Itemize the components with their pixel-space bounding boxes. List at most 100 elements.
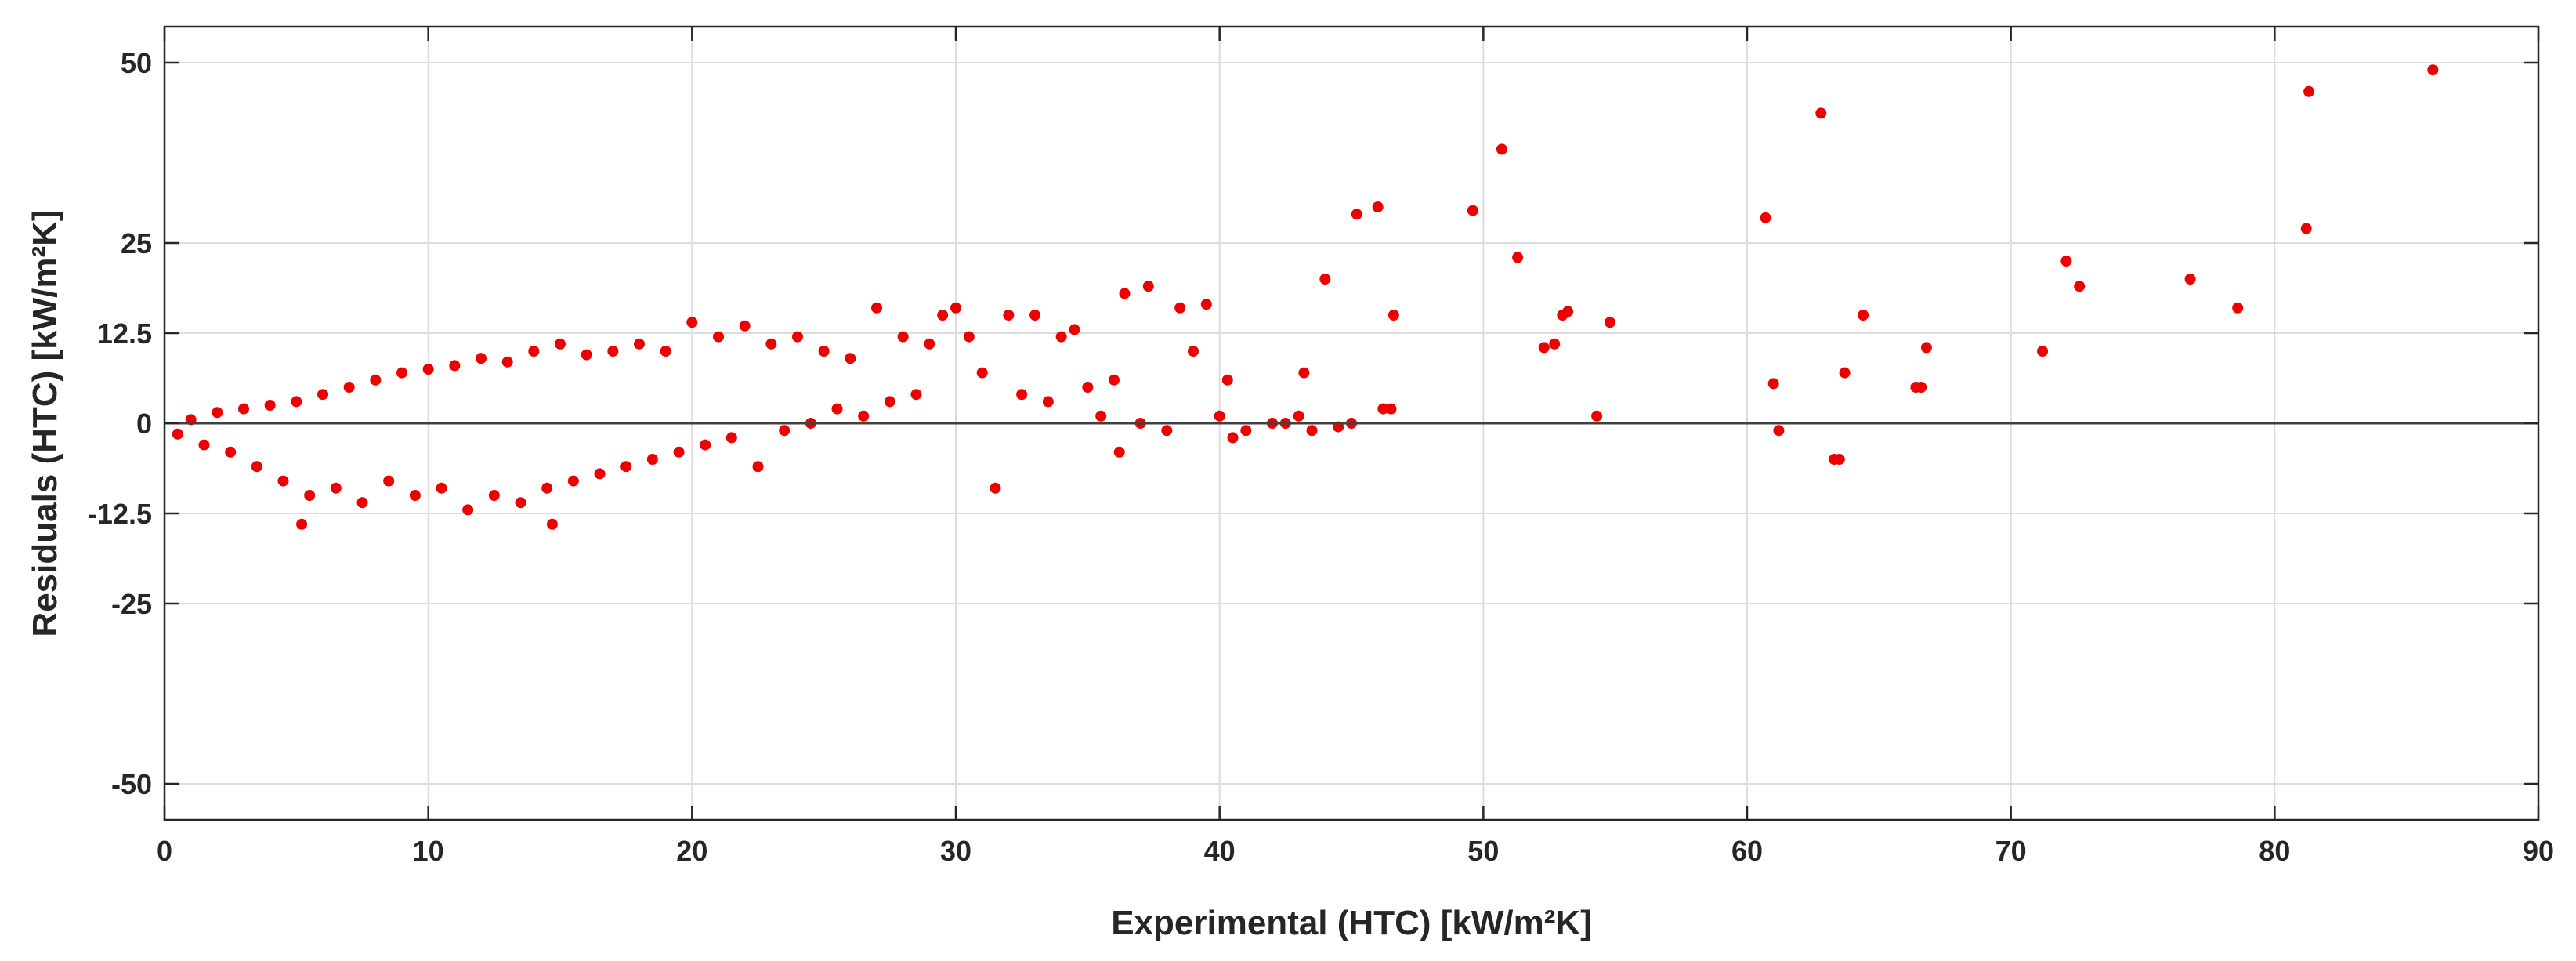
- data-point-84: [1227, 432, 1239, 444]
- data-point-99: [1467, 205, 1478, 216]
- data-point-101: [1512, 252, 1524, 263]
- data-point-123: [2232, 302, 2244, 314]
- data-point-12: [317, 389, 328, 401]
- data-point-103: [1549, 338, 1561, 350]
- data-point-32: [567, 475, 579, 487]
- tick-marks: [163, 27, 2540, 820]
- data-point-73: [1109, 374, 1120, 386]
- data-point-115: [1858, 310, 1869, 321]
- data-point-54: [858, 410, 870, 422]
- x-tick-label-0: 0: [157, 835, 172, 867]
- x-tick-label-8: 80: [2259, 835, 2290, 867]
- data-point-17: [383, 475, 395, 487]
- data-point-90: [1306, 425, 1318, 437]
- data-point-7: [264, 400, 276, 411]
- data-point-19: [409, 490, 421, 501]
- data-point-67: [1029, 310, 1040, 321]
- data-point-70: [1069, 324, 1080, 335]
- data-point-81: [1200, 299, 1212, 310]
- data-point-55: [871, 302, 882, 314]
- data-point-91: [1319, 274, 1331, 285]
- data-points: [172, 64, 2439, 530]
- data-point-88: [1293, 410, 1304, 422]
- data-point-20: [422, 364, 434, 375]
- y-tick-labels: -50 -25 -12.5 0 12.5 25 50: [88, 47, 152, 800]
- x-tick-label-2: 20: [676, 835, 707, 867]
- data-point-83: [1221, 374, 1233, 386]
- y-tick-label-6: 50: [121, 47, 152, 79]
- data-point-44: [725, 432, 737, 444]
- data-point-110: [1773, 425, 1785, 437]
- data-point-71: [1082, 382, 1094, 393]
- data-point-14: [343, 382, 355, 393]
- data-point-21: [436, 482, 447, 494]
- data-point-25: [488, 490, 500, 501]
- data-point-105: [1562, 306, 1574, 317]
- x-tick-label-9: 90: [2523, 835, 2554, 867]
- data-point-6: [251, 461, 262, 473]
- data-point-109: [1767, 378, 1779, 390]
- data-point-82: [1214, 410, 1225, 422]
- y-tick-label-3: 0: [136, 408, 152, 440]
- data-point-97: [1385, 403, 1397, 415]
- y-tick-label-1: -25: [111, 588, 152, 620]
- data-point-108: [1760, 212, 1771, 223]
- x-tick-label-4: 40: [1204, 835, 1236, 867]
- data-point-89: [1298, 367, 1310, 379]
- data-point-66: [1016, 389, 1028, 401]
- data-point-9: [291, 396, 302, 408]
- data-point-72: [1095, 410, 1107, 422]
- y-tick-label-4: 12.5: [97, 317, 152, 350]
- data-point-45: [739, 320, 751, 332]
- data-point-57: [897, 331, 909, 343]
- data-point-15: [356, 497, 368, 509]
- data-point-35: [607, 346, 619, 357]
- data-point-117: [1916, 382, 1927, 393]
- data-point-43: [713, 331, 724, 343]
- data-point-62: [963, 331, 975, 343]
- data-point-80: [1188, 346, 1199, 357]
- data-point-2: [198, 439, 210, 451]
- data-point-85: [1240, 425, 1252, 437]
- x-tick-label-1: 10: [413, 835, 444, 867]
- data-point-69: [1055, 331, 1067, 343]
- data-point-65: [1003, 310, 1015, 321]
- data-point-23: [462, 504, 474, 516]
- y-tick-label-0: -50: [111, 768, 152, 800]
- x-tick-label-7: 70: [1995, 835, 2027, 867]
- data-point-64: [990, 482, 1001, 494]
- data-point-74: [1113, 446, 1125, 458]
- data-point-31: [555, 338, 566, 350]
- data-point-29: [541, 482, 553, 494]
- data-point-106: [1591, 410, 1603, 422]
- data-point-40: [673, 446, 685, 458]
- data-point-113: [1833, 454, 1845, 465]
- data-point-119: [2037, 346, 2049, 357]
- data-point-41: [686, 317, 698, 328]
- data-point-3: [212, 407, 223, 419]
- data-point-38: [646, 454, 658, 465]
- x-tick-labels: 0 10 20 30 40 50 60 70 80 90: [157, 835, 2554, 867]
- data-point-102: [1538, 342, 1550, 354]
- data-point-26: [501, 356, 513, 368]
- data-point-61: [950, 302, 961, 314]
- data-point-52: [831, 403, 843, 415]
- data-point-68: [1042, 396, 1054, 408]
- data-point-60: [937, 310, 949, 321]
- data-point-63: [976, 367, 988, 379]
- y-tick-label-2: -12.5: [88, 498, 152, 530]
- data-point-124: [2300, 223, 2312, 234]
- data-point-8: [277, 475, 289, 487]
- data-point-39: [660, 346, 671, 357]
- data-point-96: [1377, 403, 1389, 415]
- y-tick-label-5: 25: [121, 227, 152, 259]
- data-point-51: [818, 346, 830, 357]
- data-point-33: [581, 349, 592, 361]
- data-point-24: [476, 353, 487, 364]
- x-tick-label-5: 50: [1467, 835, 1499, 867]
- data-point-75: [1119, 288, 1131, 299]
- data-point-94: [1351, 209, 1362, 220]
- data-point-98: [1387, 310, 1399, 321]
- data-point-10: [296, 518, 308, 530]
- data-point-18: [396, 367, 407, 379]
